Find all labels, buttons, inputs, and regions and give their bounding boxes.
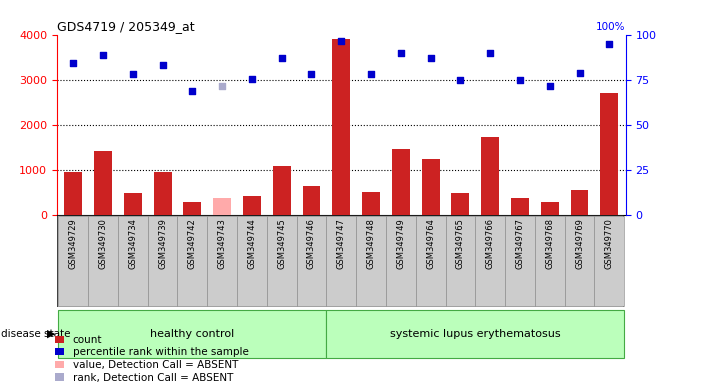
Bar <box>58 216 88 306</box>
Bar <box>208 216 237 306</box>
Text: healthy control: healthy control <box>150 329 235 339</box>
Bar <box>416 216 446 306</box>
Point <box>127 71 139 77</box>
Text: GSM349747: GSM349747 <box>337 218 346 269</box>
Bar <box>267 216 296 306</box>
Bar <box>64 172 82 215</box>
Bar <box>565 216 594 306</box>
Text: systemic lupus erythematosus: systemic lupus erythematosus <box>390 329 560 339</box>
Text: GSM349748: GSM349748 <box>367 218 375 269</box>
Point <box>544 83 555 89</box>
Bar <box>571 190 589 215</box>
Bar <box>422 159 439 215</box>
Bar <box>541 202 559 215</box>
Text: GDS4719 / 205349_at: GDS4719 / 205349_at <box>57 20 195 33</box>
Text: GSM349766: GSM349766 <box>486 218 495 269</box>
Text: GSM349743: GSM349743 <box>218 218 227 269</box>
Bar <box>118 216 148 306</box>
Bar <box>446 216 475 306</box>
Bar <box>481 137 499 215</box>
Point <box>336 38 347 45</box>
Bar <box>535 216 565 306</box>
Point <box>455 77 466 83</box>
Point <box>276 55 287 61</box>
Text: GSM349765: GSM349765 <box>456 218 465 269</box>
Point <box>97 52 109 58</box>
Text: GSM349745: GSM349745 <box>277 218 287 268</box>
Text: GSM349749: GSM349749 <box>396 218 405 268</box>
Text: GSM349746: GSM349746 <box>307 218 316 269</box>
Point <box>574 70 585 76</box>
Text: GSM349768: GSM349768 <box>545 218 555 269</box>
Bar <box>94 151 112 215</box>
Text: GSM349734: GSM349734 <box>128 218 137 269</box>
Bar <box>243 195 261 215</box>
Text: GSM349729: GSM349729 <box>69 218 77 268</box>
Text: GSM349744: GSM349744 <box>247 218 257 268</box>
Bar <box>303 186 321 215</box>
Bar <box>362 192 380 215</box>
Text: 100%: 100% <box>597 22 626 32</box>
Bar <box>183 202 201 215</box>
Bar <box>273 166 291 215</box>
Point <box>68 60 79 66</box>
Point <box>246 76 257 82</box>
Bar <box>213 199 231 215</box>
Bar <box>296 216 326 306</box>
Text: ▶: ▶ <box>47 329 55 339</box>
Point <box>395 50 407 56</box>
Bar <box>505 216 535 306</box>
Text: GSM349742: GSM349742 <box>188 218 197 268</box>
Bar <box>451 194 469 215</box>
Point <box>604 41 615 48</box>
Legend: count, percentile rank within the sample, value, Detection Call = ABSENT, rank, : count, percentile rank within the sample… <box>55 335 249 382</box>
Text: GSM349769: GSM349769 <box>575 218 584 269</box>
Bar <box>332 39 351 215</box>
Point <box>187 88 198 94</box>
Bar <box>511 198 529 215</box>
Bar <box>594 216 624 306</box>
Point <box>425 55 437 61</box>
Bar <box>88 216 118 306</box>
Text: disease state: disease state <box>1 329 70 339</box>
Point <box>216 83 228 89</box>
Point <box>514 77 525 83</box>
Text: GSM349767: GSM349767 <box>515 218 525 269</box>
Bar <box>475 216 505 306</box>
Text: GSM349730: GSM349730 <box>99 218 107 269</box>
Bar <box>178 216 208 306</box>
Bar <box>237 216 267 306</box>
Point <box>306 71 317 77</box>
Bar <box>326 216 356 306</box>
Bar <box>600 93 619 215</box>
Bar <box>356 216 386 306</box>
Bar <box>386 216 416 306</box>
Bar <box>124 194 141 215</box>
Text: GSM349739: GSM349739 <box>158 218 167 269</box>
Bar <box>392 149 410 215</box>
Point <box>365 71 377 77</box>
Point <box>484 50 496 56</box>
Bar <box>148 216 178 306</box>
Bar <box>58 310 326 358</box>
Point <box>157 62 169 68</box>
Text: GSM349770: GSM349770 <box>605 218 614 269</box>
Bar <box>326 310 624 358</box>
Bar <box>154 172 171 215</box>
Text: GSM349764: GSM349764 <box>426 218 435 269</box>
